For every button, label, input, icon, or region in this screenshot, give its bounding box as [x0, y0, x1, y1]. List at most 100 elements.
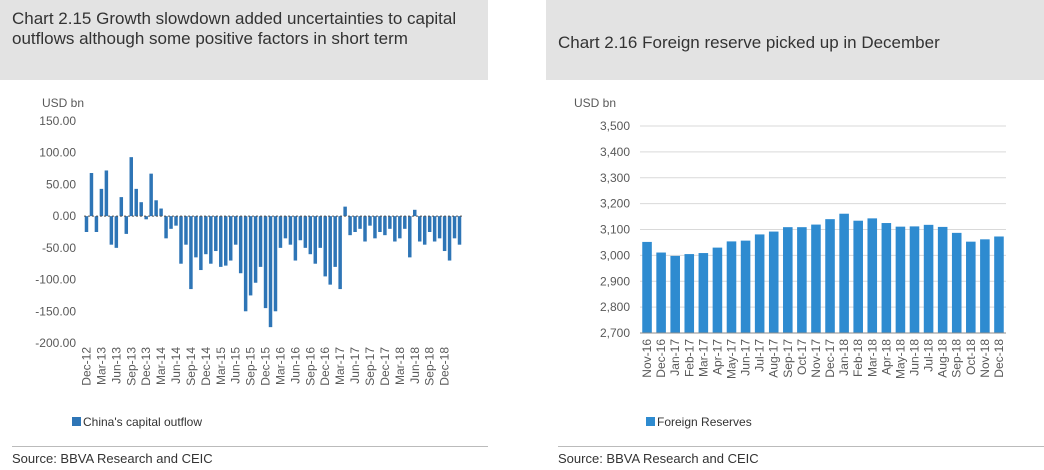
left-bar	[333, 216, 337, 267]
left-x-tick-label: Dec-16	[318, 347, 332, 386]
right-x-tick-label: Oct-18	[964, 339, 978, 375]
left-x-tick-label: Jun-16	[288, 347, 302, 384]
right-bar	[698, 253, 709, 333]
left-bar	[139, 202, 143, 217]
right-chart-source: Source: BBVA Research and CEIC	[558, 451, 759, 466]
left-legend-label: China's capital outflow	[83, 415, 202, 429]
right-x-tick-label: Jan-18	[837, 339, 851, 376]
right-y-tick-label: 3,200	[600, 197, 630, 211]
left-bar	[154, 200, 158, 217]
right-x-tick-label: Mar-18	[865, 339, 879, 377]
left-bar	[457, 216, 462, 245]
left-bar	[427, 216, 432, 232]
right-unit-label: USD bn	[574, 96, 616, 110]
left-bar	[233, 216, 238, 245]
right-bar	[768, 231, 779, 333]
left-unit-label: USD bn	[42, 96, 84, 110]
left-bar	[174, 216, 178, 226]
left-y-tick-label: 50.00	[46, 177, 76, 191]
right-x-tick-label: Feb-17	[682, 339, 696, 377]
left-bar	[368, 216, 372, 226]
right-x-tick-label: Aug-18	[936, 339, 950, 378]
left-bar	[144, 216, 148, 220]
right-bar	[867, 218, 878, 333]
left-bar	[194, 216, 198, 258]
left-bar	[119, 197, 124, 217]
left-bar	[228, 216, 233, 261]
left-y-tick-label: 100.00	[39, 146, 76, 160]
left-bar	[283, 216, 288, 239]
left-bar	[243, 216, 248, 312]
right-y-tick-label: 3,100	[600, 223, 630, 237]
left-bar	[298, 216, 303, 241]
left-chart-source: Source: BBVA Research and CEIC	[12, 451, 213, 466]
right-bar	[684, 254, 695, 333]
left-bar	[432, 216, 437, 242]
left-x-tick-label: Dec-14	[199, 347, 213, 386]
left-x-tick-label: Mar-17	[333, 347, 347, 385]
left-bar	[273, 216, 278, 312]
left-bar	[224, 216, 228, 266]
right-bar	[895, 226, 906, 333]
right-bar	[839, 213, 849, 333]
right-bar	[881, 223, 892, 333]
right-x-tick-label: Jun-18	[908, 339, 922, 376]
left-x-tick-label: Sep-16	[303, 347, 317, 386]
right-chart-panel: Chart 2.16 Foreign reserve picked up in …	[546, 0, 1044, 470]
left-bar	[134, 188, 138, 217]
left-bar	[348, 216, 352, 236]
left-x-tick-label: Dec-17	[378, 347, 392, 386]
right-x-tick-label: Dec-17	[823, 339, 837, 378]
right-x-tick-label: Sep-18	[950, 339, 964, 378]
left-x-tick-label: Jun-17	[348, 347, 362, 384]
left-bar	[388, 216, 392, 229]
left-bar	[149, 173, 153, 217]
right-x-tick-label: May-17	[725, 339, 739, 379]
left-y-tick-label: -200.00	[35, 336, 76, 350]
left-bar	[268, 216, 273, 328]
right-x-tick-label: Mar-17	[696, 339, 710, 377]
left-bar	[293, 216, 298, 261]
left-x-tick-label: Jun-18	[408, 347, 422, 384]
left-bar	[169, 216, 173, 229]
right-x-tick-label: Aug-17	[767, 339, 781, 378]
right-bar	[754, 234, 765, 333]
left-bar	[393, 216, 397, 242]
left-bar	[94, 216, 99, 232]
right-x-tick-label: Apr-17	[710, 339, 724, 375]
left-bar	[413, 209, 417, 217]
left-x-tick-label: Dec-12	[79, 347, 93, 386]
left-bar	[114, 216, 119, 248]
left-bar	[263, 216, 268, 309]
left-bar	[199, 216, 203, 271]
right-bar	[670, 255, 680, 333]
left-bar	[323, 216, 327, 277]
right-bar	[825, 219, 835, 333]
left-x-tick-label: Jun-14	[169, 347, 183, 384]
left-x-tick-label: Mar-13	[94, 347, 108, 385]
right-x-tick-label: Dec-16	[654, 339, 668, 378]
left-bar	[129, 157, 133, 217]
left-chart-title: Chart 2.15 Growth slowdown added uncerta…	[0, 0, 488, 80]
right-bar	[712, 247, 723, 333]
right-y-tick-label: 3,300	[600, 171, 630, 185]
left-y-tick-label: -150.00	[35, 304, 76, 318]
left-bar	[214, 216, 218, 252]
left-y-tick-label: -100.00	[35, 273, 76, 287]
left-bar	[353, 216, 357, 232]
right-x-tick-label: Jan-17	[668, 339, 682, 376]
right-y-tick-label: 3,500	[600, 119, 630, 133]
left-chart-panel: Chart 2.15 Growth slowdown added uncerta…	[0, 0, 500, 470]
right-x-tick-label: Dec-18	[992, 339, 1006, 378]
left-bar	[104, 170, 109, 217]
right-y-tick-label: 2,800	[600, 300, 630, 314]
right-bar	[937, 226, 948, 333]
left-legend-swatch	[72, 417, 81, 426]
right-x-tick-label: Jun-17	[739, 339, 753, 376]
left-y-tick-label: -50.00	[42, 241, 76, 255]
left-bar	[328, 216, 332, 285]
right-x-tick-label: Jul-17	[753, 339, 767, 372]
left-x-tick-label: Jun-13	[109, 347, 123, 384]
left-x-tick-label: Mar-18	[393, 347, 407, 385]
right-source-divider	[558, 446, 1044, 447]
